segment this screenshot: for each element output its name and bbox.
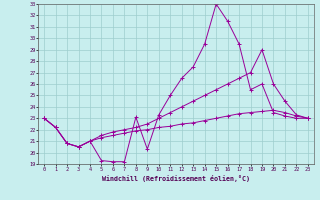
X-axis label: Windchill (Refroidissement éolien,°C): Windchill (Refroidissement éolien,°C) bbox=[102, 175, 250, 182]
